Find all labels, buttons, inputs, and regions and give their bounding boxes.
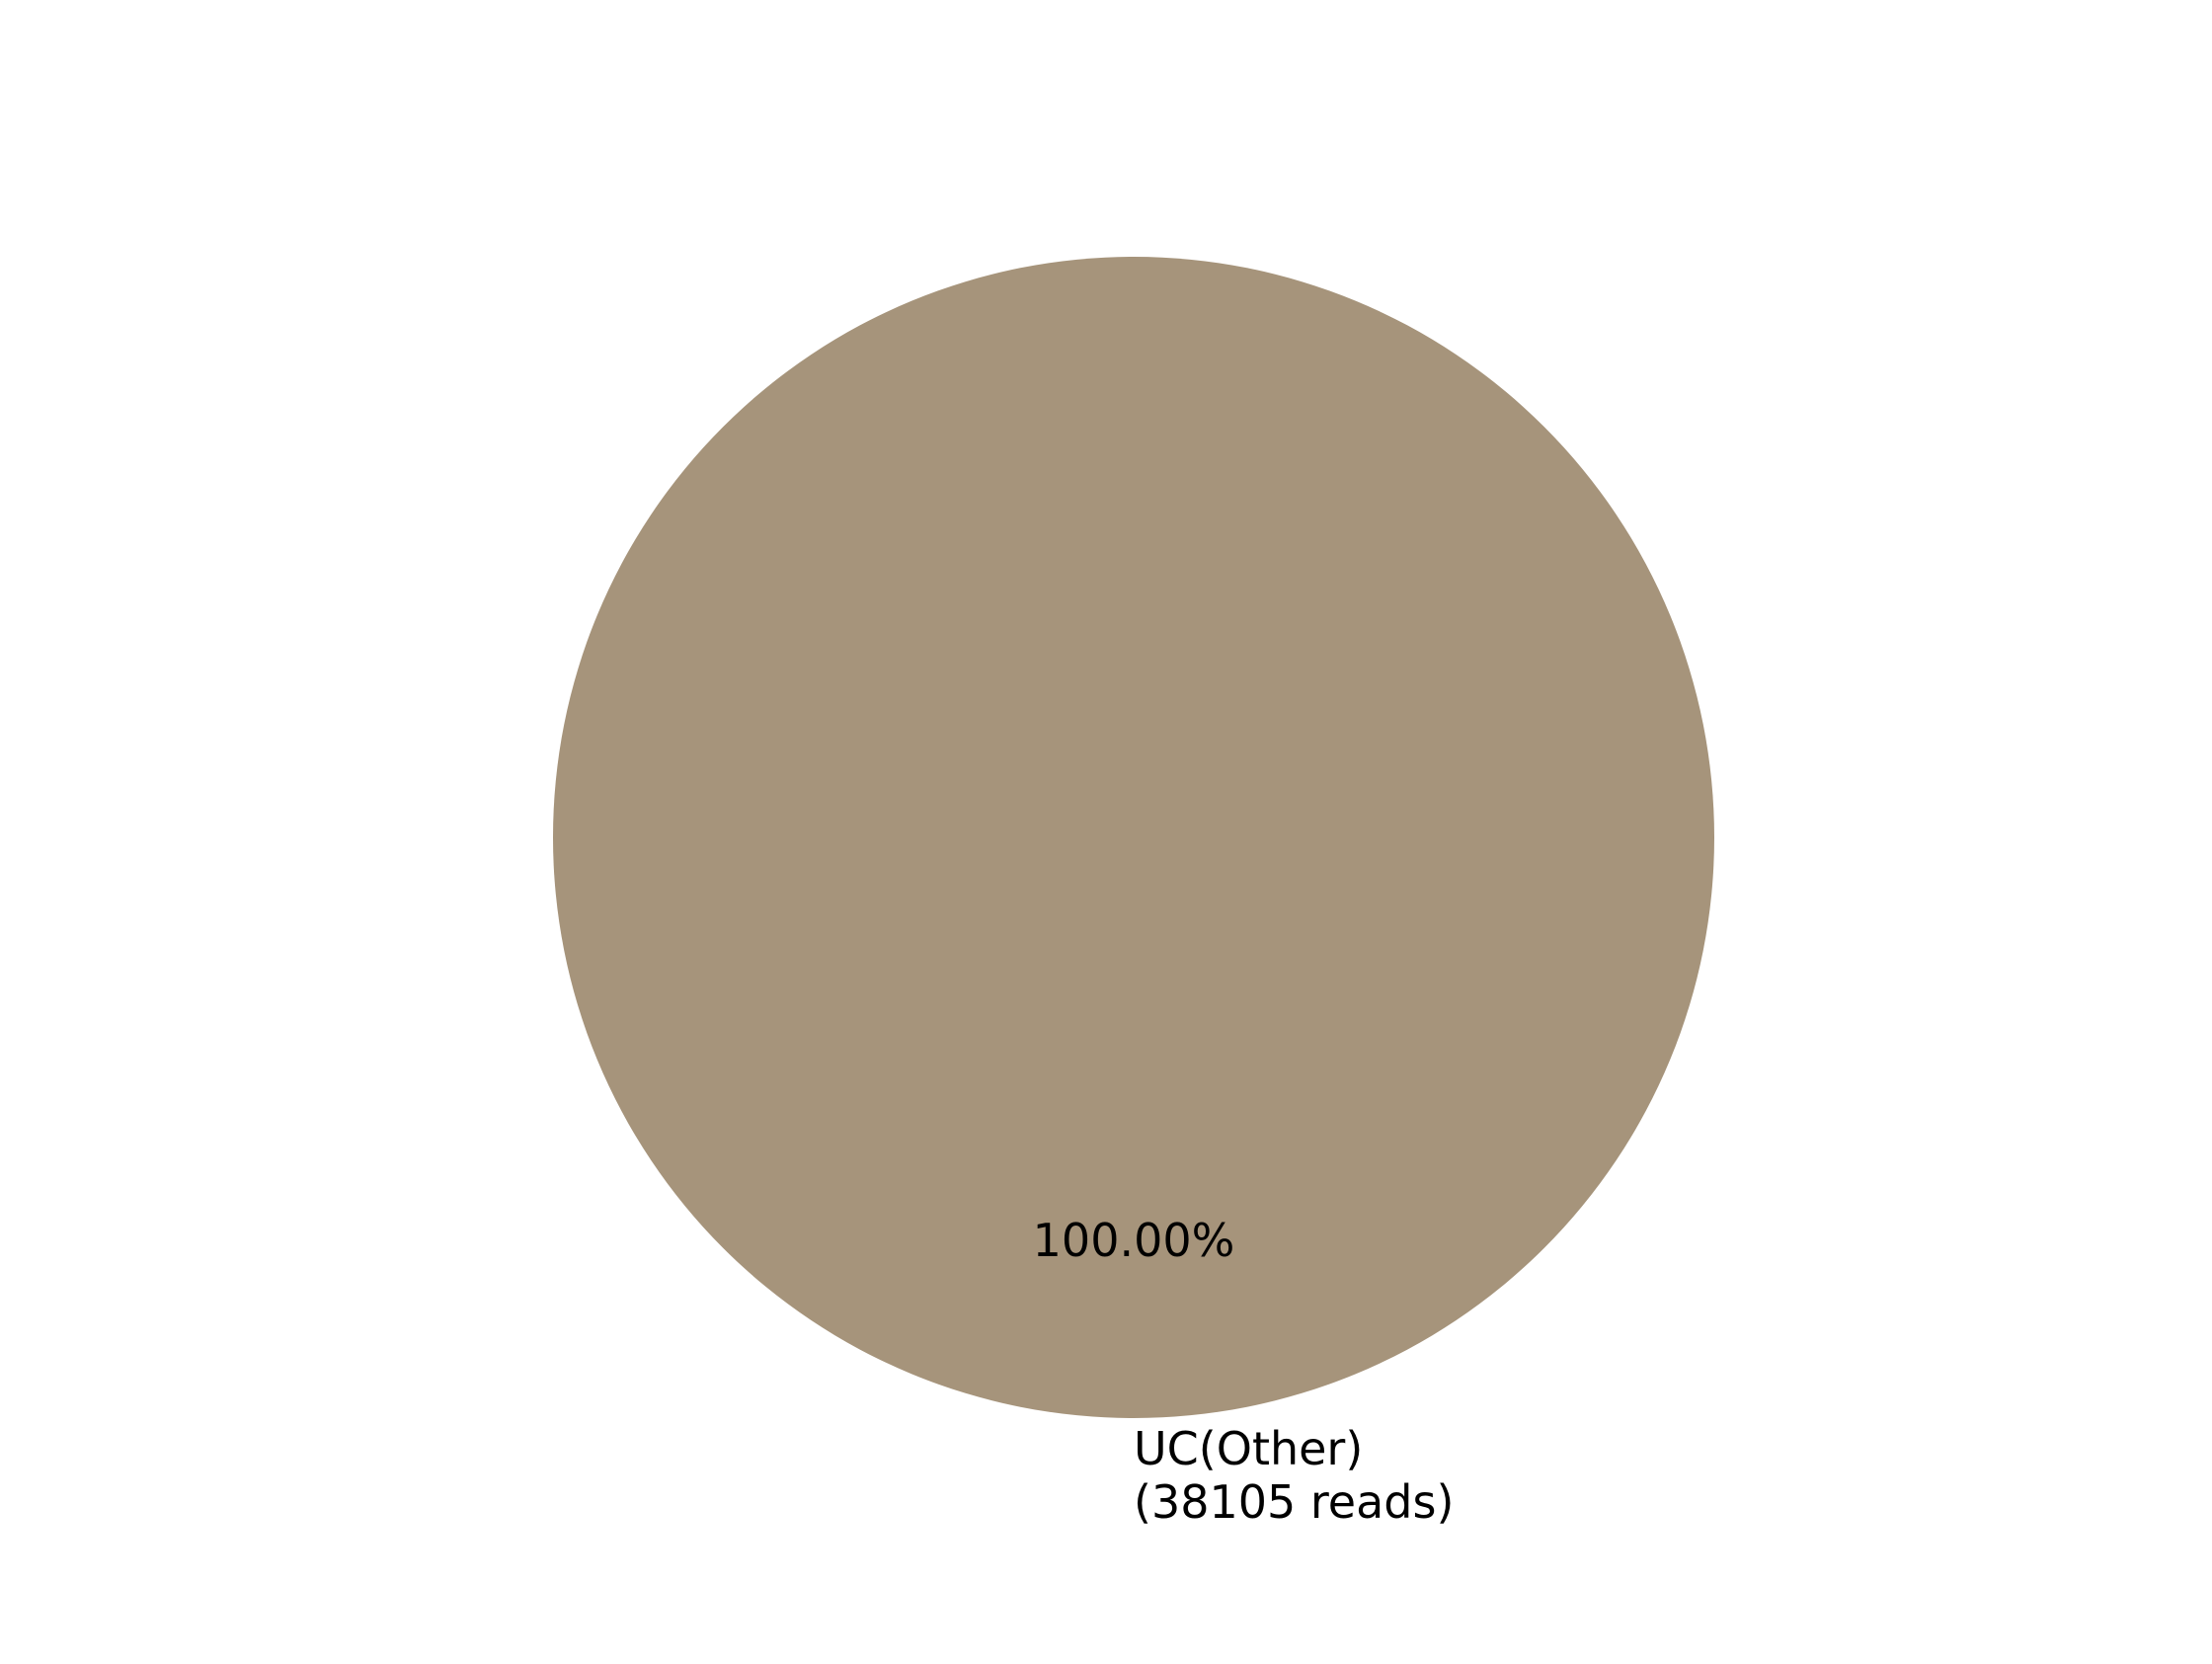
slice-percent-label: 100.00% [1033,1214,1235,1267]
labels-layer: 100.00% UC(Other) (38105 reads) [1033,1214,1455,1529]
slices-layer [553,257,1714,1418]
slice-label-reads: (38105 reads) [1134,1475,1454,1529]
pie-slice-0 [553,257,1714,1418]
slice-label-name: UC(Other) [1134,1422,1363,1475]
slice-category-label: UC(Other) (38105 reads) [1134,1422,1454,1529]
